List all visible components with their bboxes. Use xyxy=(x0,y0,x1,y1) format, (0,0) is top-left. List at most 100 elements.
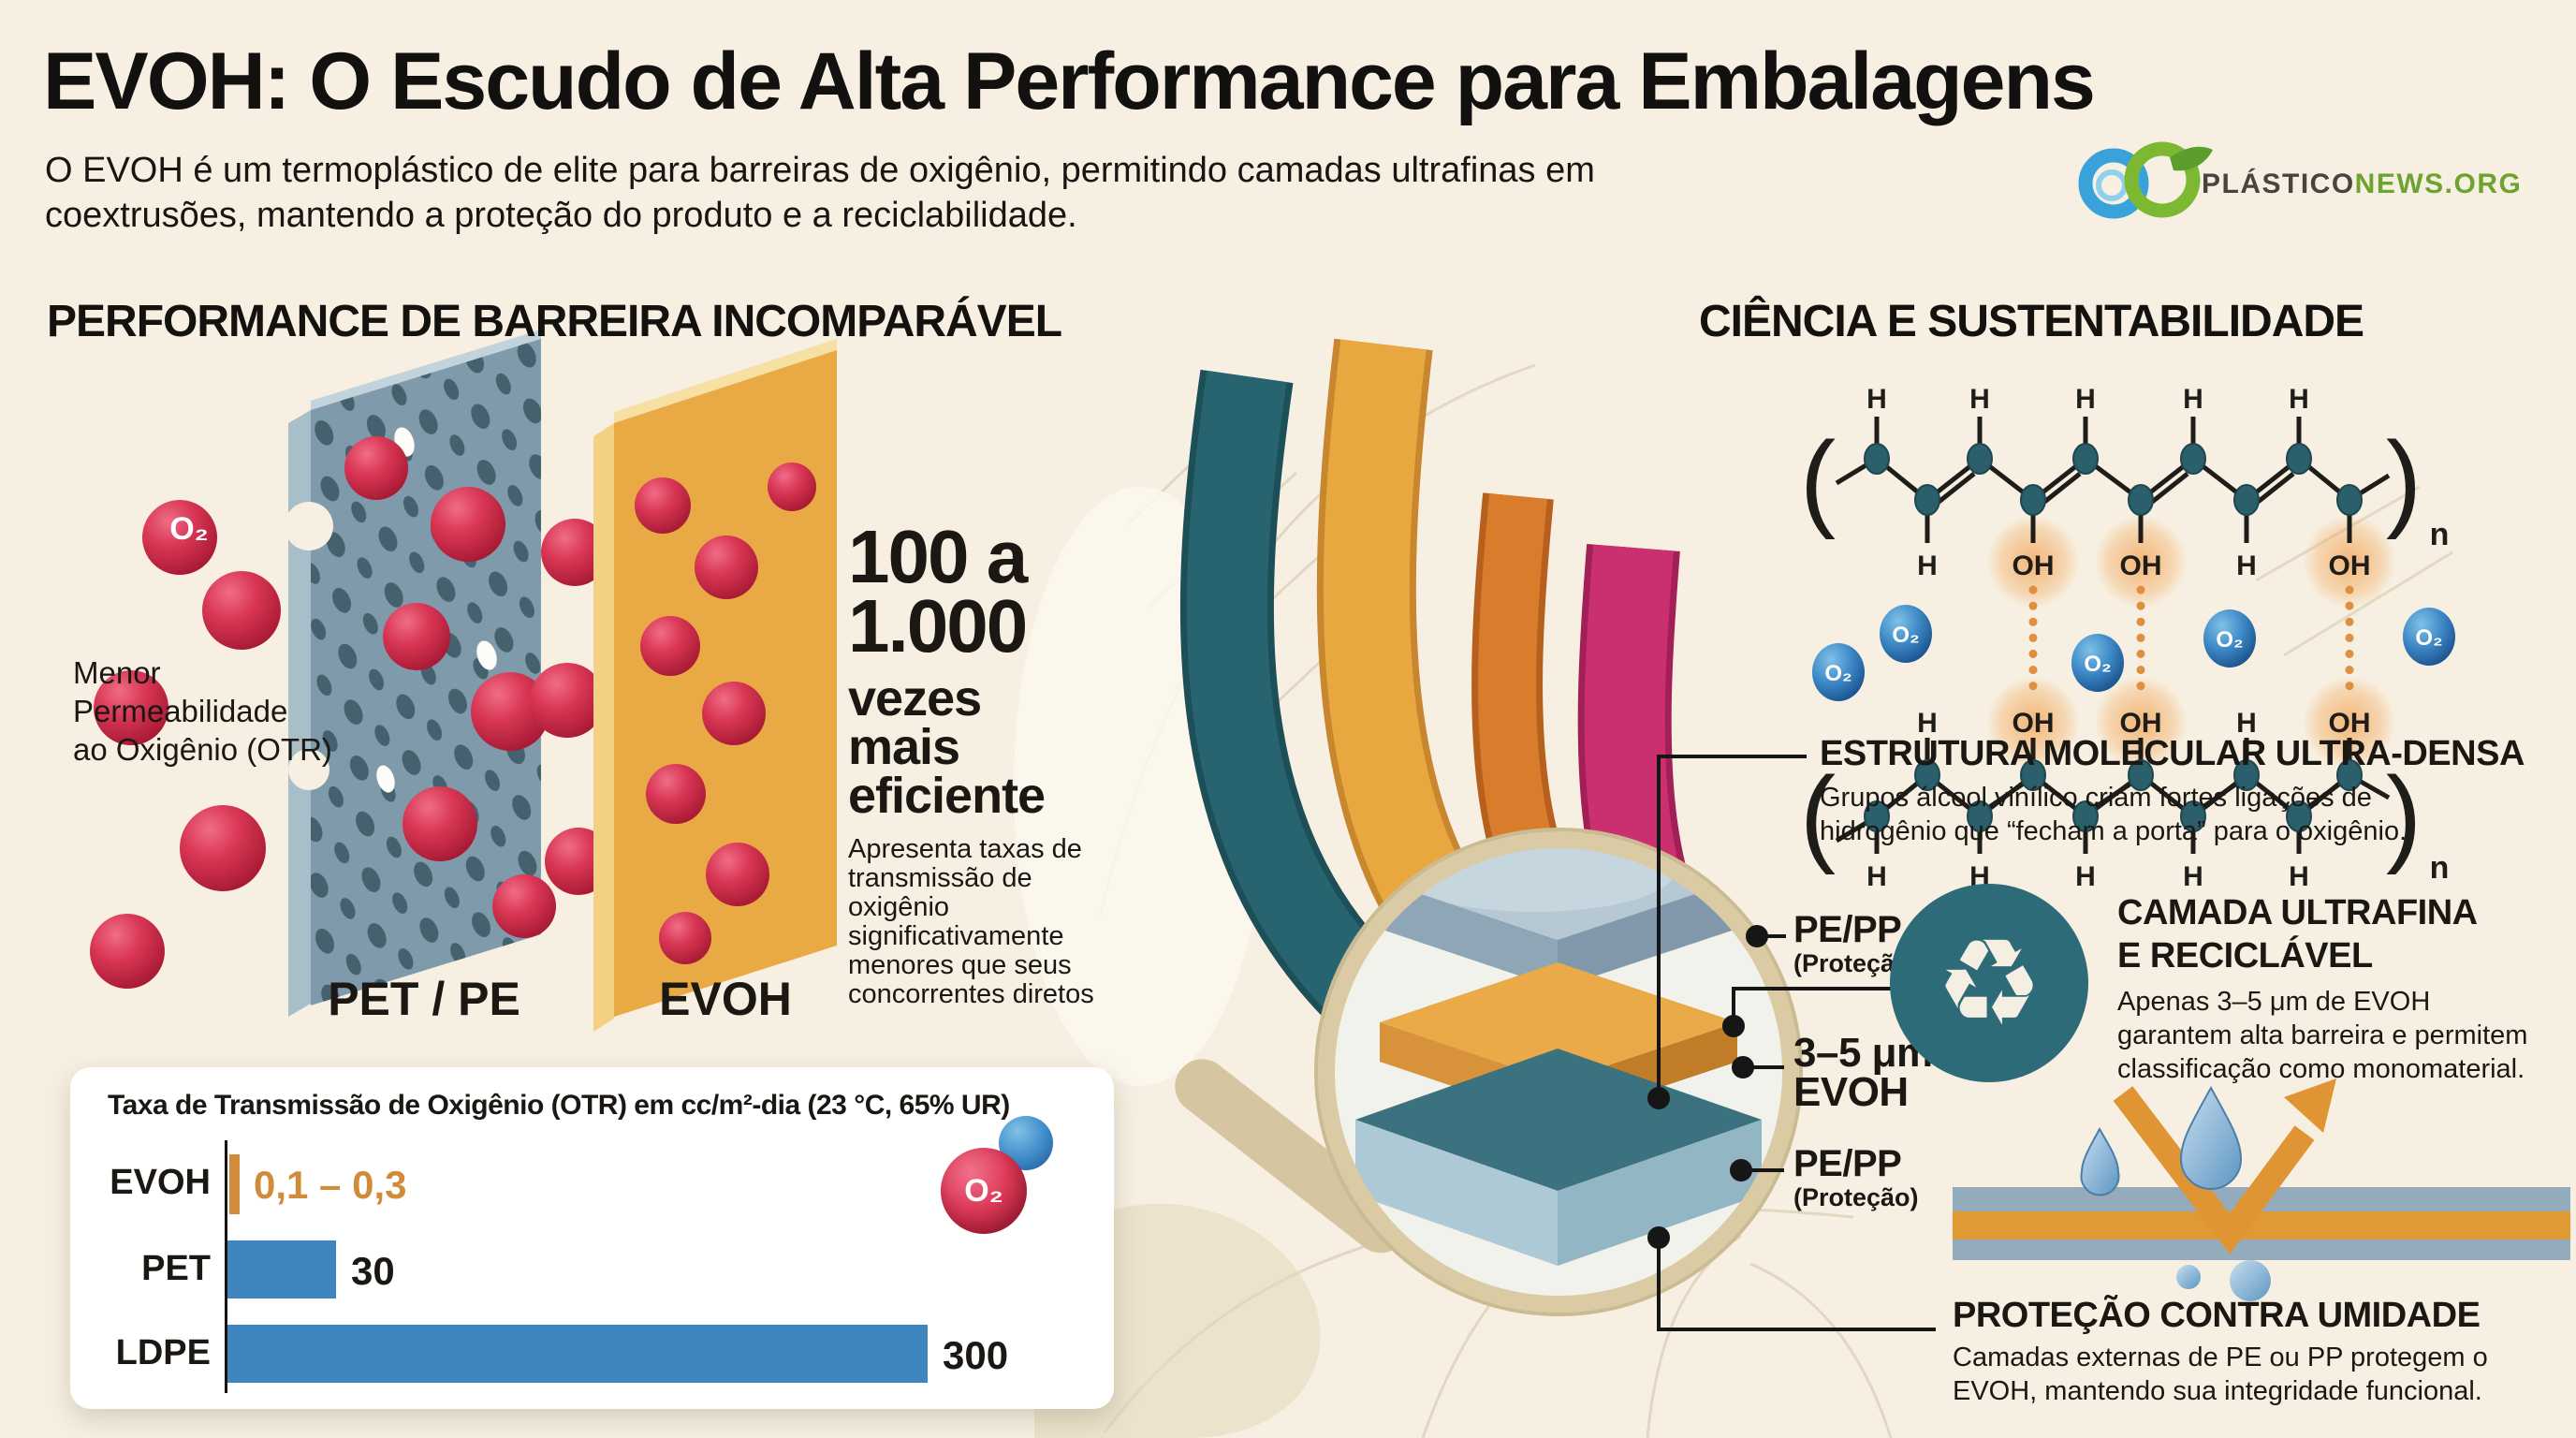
evoh-panel-label: EVOH xyxy=(659,973,792,1025)
chart-axis xyxy=(225,1140,227,1393)
oh-group-label: OH xyxy=(2012,550,2055,581)
h-atom-label: H xyxy=(2236,708,2257,739)
layer-label-title: PE/PP xyxy=(1793,909,1902,950)
layer-label-bottom: PE/PP (Proteção) xyxy=(1793,1144,1919,1211)
o2-molecule-label: O₂ xyxy=(2216,627,2243,653)
chart-value-ldpe: 300 xyxy=(943,1333,1009,1377)
o2-molecule-label: O₂ xyxy=(2415,625,2442,651)
petpe-panel-illustration xyxy=(90,330,612,1017)
block-body: Apenas 3–5 μm de EVOH garantem alta barr… xyxy=(2117,987,2528,1084)
oh-group-label: OH xyxy=(2012,708,2055,739)
chart-row-label-pet: PET xyxy=(141,1249,211,1288)
h-atom-label: H xyxy=(2183,384,2203,415)
oh-group-label: OH xyxy=(2120,708,2162,739)
note-line: Permeabilidade xyxy=(73,694,288,728)
page-subtitle: O EVOH é um termoplástico de elite para … xyxy=(45,148,2067,238)
water-drop-large xyxy=(2179,1085,2243,1190)
repeat-unit-parentheses: () () xyxy=(1800,420,2422,875)
chart-bar-ldpe xyxy=(227,1325,928,1383)
chart-value-pet: 30 xyxy=(351,1249,395,1293)
logo-brand-part2: NEWS.ORG xyxy=(2354,169,2523,199)
oxygen-molecules: O₂ O₂ O₂ O₂ O₂ xyxy=(1812,605,2455,701)
oh-group-label: OH xyxy=(2329,550,2371,581)
film-fan-illustration xyxy=(1179,338,1754,1058)
recycle-glyph: ♻ xyxy=(1935,916,2043,1050)
recycle-icon: ♻ xyxy=(1890,884,2088,1082)
evoh-panel-illustration xyxy=(593,339,837,1032)
layer-label-title: PE/PP xyxy=(1793,1143,1902,1184)
chart-bar-evoh xyxy=(229,1154,240,1214)
stat-line: eficiente xyxy=(848,768,1046,824)
logo-brand-part1: PLÁSTICO xyxy=(2202,169,2355,199)
svg-text:): ) xyxy=(2386,420,2422,540)
left-section-heading: PERFORMANCE DE BARREIRA INCOMPARÁVEL xyxy=(47,297,1062,346)
chart-row-label-evoh: EVOH xyxy=(110,1163,211,1202)
repeat-n-label: n xyxy=(2430,517,2450,552)
chart-title: Taxa de Transmissão de Oxigênio (OTR) em… xyxy=(108,1090,1010,1121)
otr-chart-card: Taxa de Transmissão de Oxigênio (OTR) em… xyxy=(70,1067,1114,1409)
petpe-panel-label: PET / PE xyxy=(328,973,520,1025)
h-atom-label: H xyxy=(2075,384,2096,415)
h-atom-label: H xyxy=(2289,384,2309,415)
chart-row-label-ldpe: LDPE xyxy=(115,1333,211,1372)
note-line: Menor xyxy=(73,655,161,690)
stat-line: mais xyxy=(848,719,960,775)
h-atom-label: H xyxy=(1866,384,1887,415)
o2-sphere-label: O₂ xyxy=(169,511,209,547)
carbon-atoms xyxy=(1864,443,2363,832)
layer-label-sub: (Proteção) xyxy=(1793,1183,1919,1211)
deflect-arrow xyxy=(2113,1086,2315,1255)
block-body: Grupos álcool vinílico criam fortes liga… xyxy=(1820,783,2408,846)
stat-line: vezes xyxy=(848,670,982,726)
subtitle-line-1: O EVOH é um termoplástico de elite para … xyxy=(45,151,1595,190)
water-drop-small xyxy=(2080,1126,2120,1196)
block-title: ESTRUTURA MOLECULAR ULTRA-DENSA xyxy=(1820,734,2525,773)
oh-group-label: OH xyxy=(2329,708,2371,739)
moisture-illustration xyxy=(1953,1078,2570,1301)
magnifier-handle xyxy=(1175,1059,1409,1254)
layer-label-sub: EVOH xyxy=(1793,1069,1909,1115)
o2-molecule-label: O₂ xyxy=(2084,652,2111,677)
page-title: EVOH: O Escudo de Alta Performance para … xyxy=(43,37,2096,126)
svg-text:): ) xyxy=(2386,756,2422,875)
block-title-line2: E RECICLÁVEL xyxy=(2117,936,2373,976)
chart-bar-pet xyxy=(227,1240,336,1299)
molecular-structure-block: ESTRUTURA MOLECULAR ULTRA-DENSA Grupos á… xyxy=(1820,732,2525,848)
block-title-line1: CAMADA ULTRAFINA xyxy=(2117,893,2478,932)
h-atom-label: H xyxy=(1917,550,1938,581)
hydrogen-bond-dots xyxy=(2028,585,2354,699)
svg-text:(: ( xyxy=(1800,420,1836,540)
right-section-heading: CIÊNCIA E SUSTENTABILIDADE xyxy=(1699,297,2364,346)
h-atom-label: H xyxy=(2183,861,2203,892)
h-atom-label: H xyxy=(1969,384,1990,415)
water-bead xyxy=(2176,1265,2201,1289)
permeability-note: Menor Permeabilidade ao Oxigênio (OTR) xyxy=(73,653,332,769)
o2-icon: O₂ xyxy=(941,1148,1027,1234)
moisture-protection-block: PROTEÇÃO CONTRA UMIDADE Camadas externas… xyxy=(1953,1294,2570,1408)
repeat-n-label: n xyxy=(2430,850,2450,886)
stat-line: 1.000 xyxy=(848,584,1028,668)
stat-note: Apresenta taxas de transmissão de oxigên… xyxy=(848,834,1094,1009)
o2-molecule-label: O₂ xyxy=(1824,661,1852,686)
h-atom-label: H xyxy=(2236,550,2257,581)
stat-line: 100 a xyxy=(848,515,1028,598)
water-bead xyxy=(2230,1260,2271,1301)
note-line: ao Oxigênio (OTR) xyxy=(73,732,332,767)
h-atom-label: H xyxy=(1917,708,1938,739)
o2-molecule-label: O₂ xyxy=(1892,623,1919,648)
subtitle-line-2: coextrusões, mantendo a proteção do prod… xyxy=(45,196,1077,235)
molecular-structure-diagram: H H H H H H OH OH H OH H OH OH H OH H H … xyxy=(1800,384,2455,892)
efficiency-stat: 100 a 1.000 vezes mais eficiente Apresen… xyxy=(848,515,1129,1009)
h-atom-label: H xyxy=(1866,861,1887,892)
plasticonews-logo-text: PLÁSTICONEWS.ORG xyxy=(2202,169,2522,200)
hydrogen-bond-glow xyxy=(1986,515,2396,770)
o2-icon-label: O₂ xyxy=(964,1172,1003,1209)
h-atom-label: H xyxy=(2075,861,2096,892)
h-atom-label: H xyxy=(2289,861,2309,892)
block-title: PROTEÇÃO CONTRA UMIDADE xyxy=(1953,1296,2481,1335)
block-body: Camadas externas de PE ou PP protegem o … xyxy=(1953,1343,2488,1406)
plasticonews-logo-icon xyxy=(2078,141,2213,219)
polymer-bonds-top xyxy=(1835,417,2391,543)
ultrathin-layer-block: CAMADA ULTRAFINA E RECICLÁVEL Apenas 3–5… xyxy=(2117,891,2539,1086)
